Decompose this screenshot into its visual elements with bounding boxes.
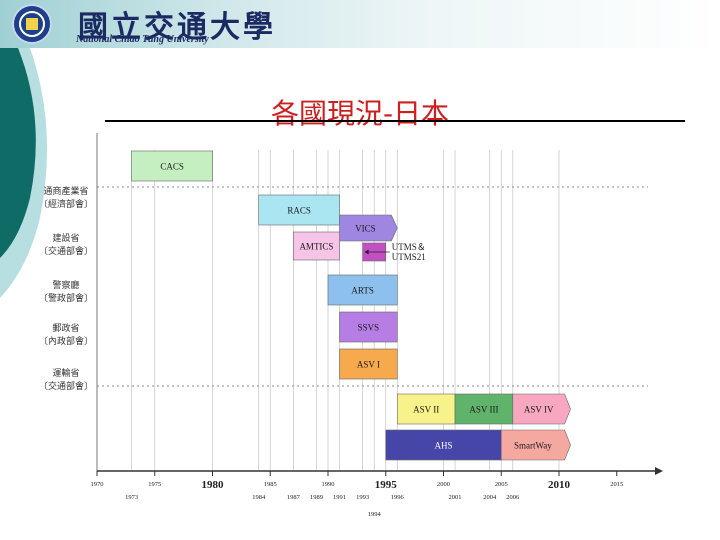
axis-tick-label: 2015 [610, 481, 623, 488]
axis-minor-label: 1996 [391, 494, 405, 501]
project-label: ARTS [351, 286, 373, 296]
project-bar [339, 348, 398, 380]
project-label: VICS [355, 224, 376, 234]
university-name-chinese: 國立交通大學 [78, 10, 276, 45]
agency-label: 警察廳 [52, 279, 79, 291]
agency-label: 建設省 [52, 232, 79, 244]
agency-label: 運輸省 [52, 367, 79, 379]
university-name-english: National Chiao Tung University [76, 34, 209, 45]
axis-minor-label: 1973 [125, 494, 138, 501]
title-underline [105, 120, 685, 122]
axis-minor-label: 2001 [449, 494, 462, 501]
project-bar [327, 274, 398, 306]
agency-label: 〔交通部會〕 [39, 380, 93, 392]
project-bar [512, 393, 571, 425]
axis-tick-label: 2005 [495, 481, 508, 488]
header-band [0, 0, 720, 48]
axis-tick-label: 1990 [322, 481, 335, 488]
axis-arrowhead [655, 467, 663, 475]
axis-tick-label: 1975 [148, 481, 161, 488]
project-label: AMTICS [299, 242, 333, 252]
project-label: SmartWay [514, 441, 552, 451]
agency-label: 〔警政部會〕 [39, 292, 93, 304]
axis-minor-label: 1989 [310, 494, 323, 501]
agency-label: 通商產業省 [43, 185, 88, 197]
project-bar [293, 231, 340, 261]
axis-minor-label: 1987 [287, 494, 301, 501]
project-label: ASV II [413, 405, 439, 415]
axis-minor-label: 2006 [506, 494, 520, 501]
project-label: AHS [434, 441, 452, 451]
agency-label: 〔內政部會〕 [39, 335, 93, 347]
nctu-seal-icon [12, 4, 52, 44]
project-label: ASV III [469, 405, 498, 415]
project-bar [385, 429, 502, 461]
axis-minor-label: 1991 [333, 494, 346, 501]
agency-label: 郵政省 [52, 322, 79, 334]
project-label: ASV IV [524, 405, 554, 415]
project-label: RACS [287, 206, 311, 216]
project-label: CACS [160, 162, 184, 172]
axis-tick-label: 1985 [264, 481, 277, 488]
project-bar [500, 429, 571, 461]
project-bar [339, 311, 398, 343]
project-label: ASV I [357, 360, 380, 370]
agency-label: 〔經濟部會〕 [39, 198, 93, 210]
project-bar [131, 150, 213, 182]
axis-minor-label: 1994 [368, 511, 382, 518]
annotation-text: UTMS21 [392, 252, 426, 262]
project-label: SSVS [358, 323, 380, 333]
axis-minor-label: 1993 [356, 494, 369, 501]
axis-tick-label: 2010 [548, 479, 571, 491]
axis-tick-label: 2000 [437, 481, 450, 488]
axis-tick-label: 1970 [91, 481, 104, 488]
axis-minor-label: 1984 [252, 494, 266, 501]
axis-minor-label: 2004 [483, 494, 497, 501]
decorative-side-shape [0, 48, 48, 298]
page-title: 各國現況-日本 [270, 97, 450, 130]
agency-label: 〔交通部會〕 [39, 245, 93, 257]
project-bar [258, 194, 340, 226]
axis-tick-label: 1995 [375, 479, 398, 491]
annotation-text: UTMS＆ [392, 242, 426, 252]
annotation-arrowhead [364, 249, 369, 255]
axis-tick-label: 1980 [202, 479, 225, 491]
